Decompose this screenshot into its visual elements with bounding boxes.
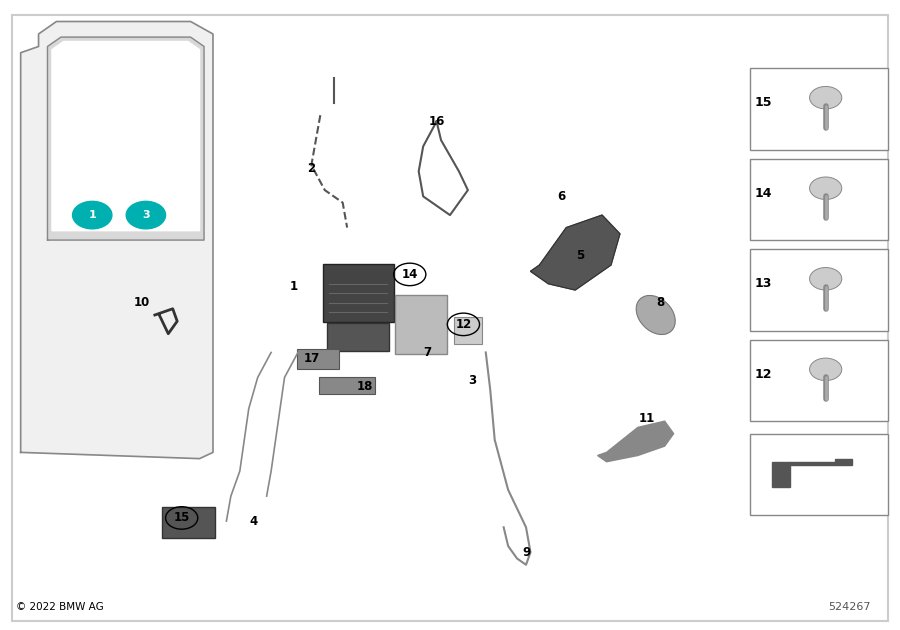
- Text: 7: 7: [424, 346, 432, 359]
- Text: 15: 15: [174, 512, 190, 524]
- Text: 2: 2: [307, 162, 315, 175]
- Circle shape: [810, 177, 842, 200]
- FancyBboxPatch shape: [750, 159, 888, 240]
- Text: 1: 1: [88, 210, 96, 220]
- FancyBboxPatch shape: [750, 340, 888, 421]
- Text: 18: 18: [356, 381, 374, 393]
- Text: 12: 12: [455, 318, 472, 331]
- Circle shape: [810, 86, 842, 109]
- Circle shape: [126, 202, 166, 229]
- Text: 524267: 524267: [828, 602, 870, 612]
- Text: 8: 8: [656, 296, 664, 309]
- FancyBboxPatch shape: [323, 264, 393, 323]
- FancyBboxPatch shape: [750, 68, 888, 149]
- Text: 14: 14: [754, 186, 772, 200]
- Circle shape: [810, 268, 842, 290]
- Text: 12: 12: [754, 368, 772, 381]
- Polygon shape: [52, 42, 200, 231]
- Circle shape: [810, 358, 842, 381]
- Text: 3: 3: [142, 210, 149, 220]
- Text: 17: 17: [303, 352, 320, 365]
- FancyBboxPatch shape: [328, 323, 389, 350]
- Text: 4: 4: [249, 515, 257, 527]
- FancyBboxPatch shape: [12, 15, 888, 621]
- Text: 6: 6: [558, 190, 566, 203]
- Text: 10: 10: [133, 296, 149, 309]
- Polygon shape: [530, 215, 620, 290]
- Text: 5: 5: [576, 249, 584, 262]
- FancyBboxPatch shape: [320, 377, 375, 394]
- FancyBboxPatch shape: [394, 295, 447, 353]
- Text: 13: 13: [754, 277, 771, 290]
- Text: 11: 11: [639, 411, 655, 425]
- Text: 14: 14: [401, 268, 418, 281]
- Text: 1: 1: [290, 280, 298, 294]
- Circle shape: [73, 202, 112, 229]
- Polygon shape: [772, 459, 852, 465]
- FancyBboxPatch shape: [297, 349, 339, 369]
- Text: 15: 15: [754, 96, 772, 109]
- Polygon shape: [21, 21, 213, 459]
- FancyBboxPatch shape: [454, 318, 482, 344]
- Polygon shape: [598, 421, 673, 462]
- FancyBboxPatch shape: [750, 249, 888, 331]
- FancyBboxPatch shape: [162, 507, 215, 538]
- Polygon shape: [48, 37, 204, 240]
- Text: 16: 16: [428, 115, 445, 128]
- FancyBboxPatch shape: [750, 433, 888, 515]
- Polygon shape: [772, 462, 790, 487]
- Ellipse shape: [636, 295, 675, 335]
- Text: 3: 3: [468, 374, 476, 387]
- Text: © 2022 BMW AG: © 2022 BMW AG: [16, 602, 104, 612]
- Text: 9: 9: [522, 546, 530, 559]
